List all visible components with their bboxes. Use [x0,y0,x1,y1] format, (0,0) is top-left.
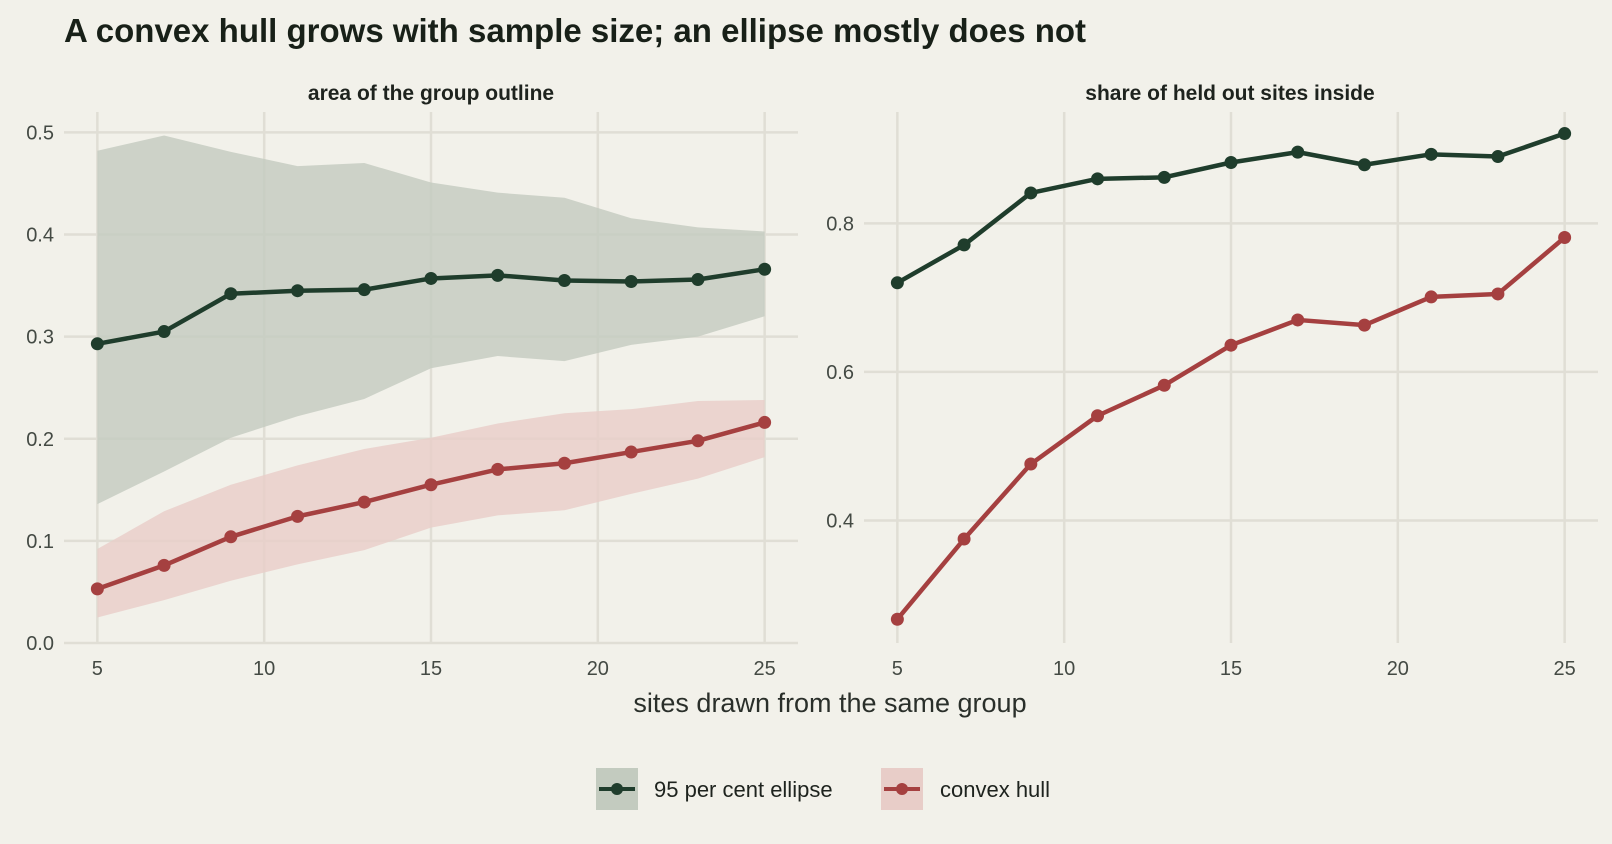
ellipse-point [1357,158,1371,172]
ellipse-point [957,238,971,252]
ellipse-band [97,135,765,505]
ellipse-point [1224,156,1238,170]
hull-point [357,495,371,509]
ellipse-point [1491,150,1505,164]
ellipse-point [890,276,904,290]
legend-dot-ellipse [611,783,623,795]
hull-band [97,399,765,618]
y-tick-label: 0.5 [26,122,54,144]
hull-point [1224,338,1238,352]
ellipse-point [557,273,571,287]
ellipse-point [1558,127,1572,141]
ellipse-point [691,272,705,286]
x-tick-label: 5 [892,658,903,680]
hull-point [1491,287,1505,301]
hull-point [624,445,638,459]
y-tick-label: 0.0 [26,633,54,655]
gridlines [864,112,1598,643]
x-tick-label: 25 [754,658,776,680]
y-tick-label: 0.2 [26,429,54,451]
hull-point [1024,457,1038,471]
hull-point [957,532,971,546]
legend-label-hull: convex hull [940,777,1050,802]
hull-point [557,456,571,470]
x-axis-label: sites drawn from the same group [633,688,1026,718]
y-tick-label: 0.3 [26,327,54,349]
hull-point [691,434,705,448]
ellipse-point [1091,172,1105,186]
hull-point [157,558,171,572]
y-tick-label: 0.4 [26,225,54,247]
ellipse-point [1157,170,1171,184]
hull-point [1157,378,1171,392]
ellipse-point [424,271,438,285]
y-tick-label: 0.6 [826,362,854,384]
y-tick-label: 0.1 [26,531,54,553]
chart-title: A convex hull grows with sample size; an… [64,12,1086,49]
y-tick-label: 0.4 [826,510,854,532]
legend-dot-hull [896,783,908,795]
hull-point [890,612,904,626]
hull-point [1091,409,1105,423]
x-tick-label: 20 [587,658,609,680]
ellipse-point [157,325,171,339]
hull-point [291,509,305,523]
panel-title-area: area of the group outline [308,82,554,105]
hull-point [758,415,772,429]
x-tick-label: 10 [1053,658,1075,680]
x-tick-label: 15 [420,658,442,680]
ellipse-point [758,262,772,276]
ellipse-point [1291,145,1305,159]
hull-point [1291,313,1305,327]
ellipse-point [1024,186,1038,200]
ellipse-point [1424,147,1438,161]
legend-label-ellipse: 95 per cent ellipse [654,777,833,802]
panel-area: area of the group outline 5 10 15 20 25 0.0 0.… [26,82,798,680]
panel-share: share of held out sites inside 5 10 15 20 25… [826,82,1598,680]
x-tick-label: 10 [253,658,275,680]
y-tick-label: 0.8 [826,213,854,235]
legend: 95 per cent ellipse convex hull [596,768,1050,810]
hull-point [491,462,505,476]
hull-point [1357,318,1371,332]
hull-point [1558,231,1572,245]
x-tick-label: 25 [1554,658,1576,680]
panel-title-share: share of held out sites inside [1085,82,1374,105]
ellipse-point [90,337,104,351]
hull-point [424,478,438,492]
ellipse-point [291,284,305,298]
hull-point [90,582,104,596]
x-tick-label: 15 [1220,658,1242,680]
x-tick-label: 20 [1387,658,1409,680]
x-tick-label: 5 [92,658,103,680]
hull-point [224,530,238,544]
hull-point [1424,290,1438,304]
ellipse-point [491,268,505,282]
ellipse-point [357,283,371,297]
ellipse-point [224,287,238,301]
ellipse-point [624,275,638,289]
